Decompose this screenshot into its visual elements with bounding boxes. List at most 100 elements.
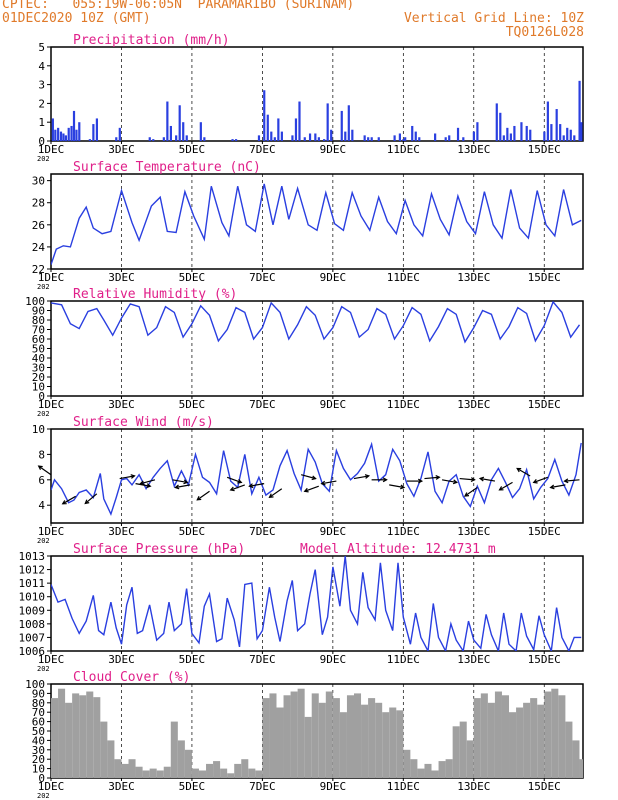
wind-arrow — [459, 477, 475, 481]
x-tick-label: 1DEC — [38, 780, 65, 793]
cloud-bar — [325, 691, 333, 778]
y-tick-label: 60 — [32, 333, 45, 346]
y-tick-label: 3 — [38, 79, 45, 92]
cloud-bar — [466, 740, 474, 778]
cloud-bar — [494, 691, 502, 778]
cloud-bar — [389, 707, 397, 778]
precip-bar — [520, 122, 523, 141]
year-stub: 202 — [37, 155, 50, 163]
precip-bar — [370, 137, 373, 141]
cloud-bar — [213, 761, 221, 778]
series-line — [51, 183, 582, 265]
precip-bar — [166, 101, 169, 141]
wind-arrow-head — [139, 480, 145, 486]
wind-arrow-head — [229, 486, 235, 492]
y-tick-label: 28 — [32, 197, 45, 210]
precip-bar — [231, 139, 234, 141]
wind-arrow — [353, 475, 369, 480]
wind-arrow — [499, 481, 513, 491]
precip-bar — [456, 127, 460, 141]
y-tick-label: 0 — [38, 772, 45, 785]
panel-frame — [50, 555, 584, 652]
precip-bar — [314, 133, 317, 141]
x-tick-label: 13DEC — [457, 398, 490, 411]
x-tick-label: 11DEC — [387, 780, 420, 793]
wind-arrow — [269, 488, 283, 498]
y-tick-label: 30 — [32, 744, 45, 757]
wind-arrow-head — [311, 475, 317, 481]
cloud-bar — [100, 721, 108, 778]
x-tick-label: 3DEC — [108, 780, 135, 793]
cloud-bar — [262, 698, 270, 778]
precip-bar — [377, 137, 380, 141]
wind-arrow-head — [563, 478, 569, 484]
y-tick-label: 1009 — [19, 604, 46, 617]
y-tick-label: 1010 — [19, 591, 46, 604]
precip-bar — [67, 127, 70, 141]
y-tick-label: 40 — [32, 352, 45, 365]
x-tick-label: 3DEC — [108, 653, 135, 666]
y-tick-label: 5 — [38, 41, 45, 54]
y-tick-label: 4 — [38, 60, 45, 73]
x-tick-label: 3DEC — [108, 143, 135, 156]
series-line — [51, 301, 581, 344]
cloud-bar — [523, 702, 531, 778]
wind-arrow-head — [320, 480, 326, 486]
cloud-bar — [565, 721, 573, 778]
precip-bar — [529, 129, 532, 141]
cloud-bar — [234, 763, 242, 778]
precip-bar — [308, 133, 312, 141]
precip-bar — [298, 101, 301, 141]
cloud-bar — [51, 698, 59, 778]
wind-arrow — [464, 486, 478, 497]
x-tick-label: 15DEC — [528, 780, 561, 793]
y-tick-label: 30 — [32, 175, 45, 188]
wind-arrow-head — [516, 467, 522, 473]
cloud-bar — [206, 763, 214, 778]
precip-bar — [270, 131, 273, 141]
wind-arrow-head — [183, 479, 189, 485]
cloud-bar — [339, 712, 347, 778]
cloud-bar — [558, 695, 566, 778]
panel-frame — [50, 173, 584, 270]
cloud-bar — [480, 693, 488, 778]
cloud-bar — [86, 691, 94, 778]
precip-bar — [559, 124, 562, 141]
cloud-bar — [544, 691, 552, 778]
year-stub: 202 — [37, 283, 50, 291]
cloud-bar — [276, 707, 284, 778]
x-tick-label: 1DEC — [38, 271, 65, 284]
x-tick-label: 5DEC — [179, 525, 206, 538]
cloud-bar — [163, 766, 171, 778]
cloud-bar — [290, 691, 298, 778]
y-tick-label: 24 — [32, 241, 46, 254]
x-tick-label: 13DEC — [457, 143, 490, 156]
precip-bar — [323, 139, 326, 141]
precip-bar — [434, 133, 437, 141]
y-tick-label: 20 — [32, 753, 45, 766]
cloud-bar — [579, 759, 583, 778]
x-tick-label: 7DEC — [249, 653, 276, 666]
cloud-bar — [93, 697, 101, 778]
panel-title: Surface Pressure (hPa) — [73, 542, 245, 557]
precip-bar — [367, 137, 370, 141]
panel-title: Surface Temperature (nC) — [73, 160, 261, 175]
y-tick-label: 4 — [38, 499, 45, 512]
cloud-bar — [65, 702, 73, 778]
precip-bar — [78, 122, 81, 141]
panel-title: Precipitation (mm/h) — [73, 33, 230, 48]
run-date: 01DEC2020 10Z (GMT) — [2, 11, 151, 26]
cloud-bar — [58, 688, 66, 778]
y-tick-label: 70 — [32, 324, 45, 337]
precip-bar — [64, 135, 67, 141]
wind-arrow — [172, 479, 188, 484]
y-tick-label: 40 — [32, 734, 45, 747]
wind-arrow — [175, 484, 191, 489]
wind-arrow-head — [196, 496, 202, 501]
x-tick-label: 9DEC — [320, 271, 347, 284]
cloud-bar — [452, 726, 460, 778]
y-tick-label: 6 — [38, 474, 45, 487]
y-tick-label: 1008 — [19, 618, 46, 631]
precip-bar — [54, 129, 57, 141]
